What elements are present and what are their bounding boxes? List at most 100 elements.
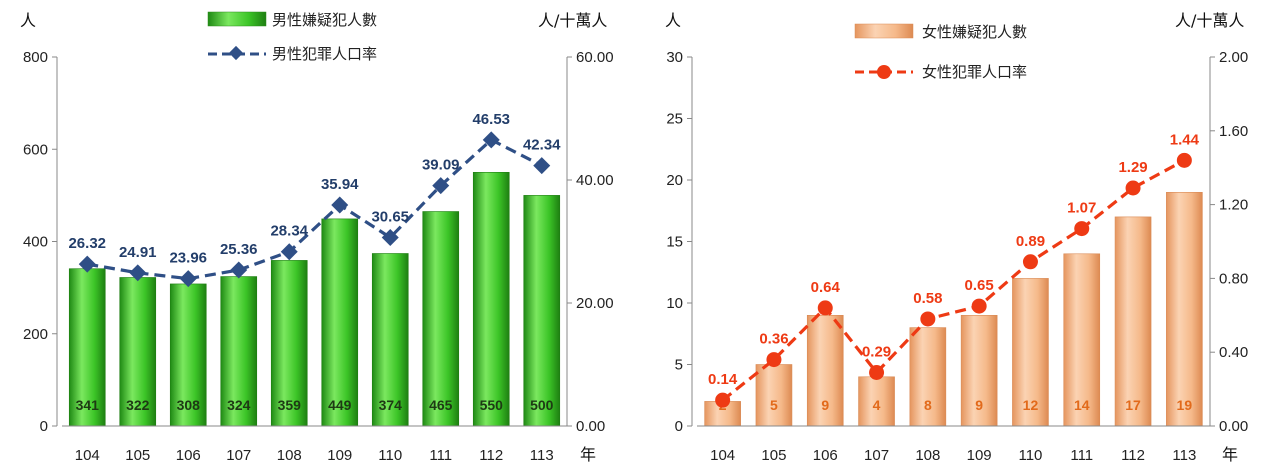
male-rate-label: 28.34 bbox=[270, 223, 308, 240]
female-rate-label: 0.36 bbox=[759, 331, 788, 348]
legend-male-bar-swatch bbox=[207, 11, 267, 27]
male-x-tick-label: 111 bbox=[429, 447, 452, 464]
male-left-tick-label: 200 bbox=[23, 326, 48, 343]
female-rate-point bbox=[1176, 152, 1192, 168]
female-bar-label: 9 bbox=[975, 397, 983, 413]
female-rate-label: 0.65 bbox=[965, 277, 994, 294]
female-bar bbox=[1166, 192, 1203, 427]
female-bar bbox=[858, 376, 895, 427]
female-chart: 人 人/十萬人 年 女性嫌疑犯人數 女性犯罪人口率 0 5 10 15 20 25 30 0… bbox=[665, 11, 1248, 464]
male-x-tick-label: 113 bbox=[530, 447, 554, 464]
female-bar bbox=[960, 314, 998, 427]
male-x-axis-unit: 年 bbox=[580, 445, 596, 464]
male-right-tick-label: 40.00 bbox=[576, 172, 614, 189]
female-x-tick-label: 113 bbox=[1172, 447, 1196, 464]
male-bar-label: 500 bbox=[530, 397, 554, 413]
male-left-tick-label: 0 bbox=[40, 418, 48, 435]
male-rate-point bbox=[482, 131, 500, 149]
male-bar-label: 322 bbox=[126, 397, 150, 413]
male-x-tick-label: 108 bbox=[277, 447, 302, 464]
female-bar bbox=[1012, 278, 1049, 427]
female-right-axis-unit: 人/十萬人 bbox=[1175, 11, 1244, 30]
male-legend: 男性嫌疑犯人數 男性犯罪人口率 bbox=[207, 11, 377, 63]
female-right-tick-label: 2.00 bbox=[1219, 49, 1248, 66]
male-bar bbox=[472, 172, 510, 427]
female-left-tick-label: 30 bbox=[666, 49, 683, 66]
female-bar-label: 9 bbox=[821, 397, 829, 413]
male-rate-point bbox=[129, 264, 147, 282]
male-bar-label: 374 bbox=[379, 397, 403, 413]
female-rate-point bbox=[869, 364, 885, 380]
female-rate-label: 1.44 bbox=[1170, 131, 1200, 148]
male-rate-polyline bbox=[86, 138, 543, 281]
legend-male-bar-label: 男性嫌疑犯人數 bbox=[272, 11, 377, 29]
male-rate-label: 30.65 bbox=[371, 209, 409, 226]
male-left-tick-label: 400 bbox=[23, 234, 48, 251]
female-rate-point bbox=[971, 298, 987, 314]
legend-male-diamond-icon bbox=[228, 45, 244, 61]
male-rate-point bbox=[230, 261, 248, 279]
male-left-tick-label: 800 bbox=[23, 49, 48, 66]
male-rate-label: 39.09 bbox=[422, 157, 460, 174]
female-x-axis: 104 105 106 107 108 109 110 111 112 113 bbox=[697, 425, 1210, 464]
female-bar-label: 12 bbox=[1023, 397, 1039, 413]
female-x-tick-label: 108 bbox=[915, 447, 940, 464]
legend-female-bar-swatch bbox=[854, 23, 914, 39]
male-bar-label: 550 bbox=[480, 397, 504, 413]
legend-female-circle-icon bbox=[877, 65, 891, 79]
female-left-tick-label: 15 bbox=[666, 234, 683, 251]
male-bar bbox=[523, 195, 561, 427]
male-rate-point bbox=[533, 157, 551, 175]
female-rate-label: 0.64 bbox=[811, 279, 841, 296]
male-left-axis-unit: 人 bbox=[20, 11, 36, 30]
male-right-tick-label: 60.00 bbox=[576, 49, 614, 66]
male-x-tick-label: 109 bbox=[327, 447, 352, 464]
female-bar bbox=[1114, 216, 1152, 427]
female-rate-point bbox=[817, 300, 833, 316]
female-left-tick-label: 0 bbox=[675, 418, 683, 435]
male-x-tick-label: 104 bbox=[75, 447, 100, 464]
female-rate-label: 0.89 bbox=[1016, 233, 1045, 250]
male-x-tick-label: 106 bbox=[176, 447, 201, 464]
male-bar-label: 308 bbox=[177, 397, 201, 413]
female-rate-label: 0.58 bbox=[913, 290, 942, 307]
female-rate-point bbox=[715, 392, 731, 408]
legend-male-line-label: 男性犯罪人口率 bbox=[272, 45, 377, 63]
female-left-tick-label: 25 bbox=[666, 111, 683, 128]
male-bars: 341 322 308 324 359 449 374 465 550 500 bbox=[68, 172, 561, 427]
male-bar-label: 449 bbox=[328, 397, 352, 413]
female-rate-line: 0.14 0.36 0.64 0.29 0.58 0.65 0.89 1.07 1.29 1.44 bbox=[708, 131, 1200, 408]
male-right-axis: 0.00 20.00 40.00 60.00 bbox=[566, 49, 614, 435]
female-right-tick-label: 1.20 bbox=[1219, 197, 1248, 214]
female-x-tick-label: 105 bbox=[761, 447, 786, 464]
female-rate-point bbox=[766, 352, 782, 368]
female-rate-label: 0.29 bbox=[862, 343, 891, 360]
female-bar bbox=[755, 364, 793, 427]
female-rate-point bbox=[1074, 221, 1090, 237]
male-rate-label: 24.91 bbox=[119, 244, 157, 261]
male-rate-point bbox=[78, 255, 96, 273]
male-bar bbox=[68, 268, 106, 427]
male-x-tick-label: 105 bbox=[125, 447, 150, 464]
female-x-tick-label: 106 bbox=[813, 447, 838, 464]
female-right-tick-label: 0.80 bbox=[1219, 270, 1248, 287]
male-rate-point bbox=[432, 177, 450, 195]
male-x-axis: 104 105 106 107 108 109 110 111 112 113 bbox=[62, 425, 567, 464]
male-bar bbox=[270, 260, 308, 427]
female-bar-label: 4 bbox=[873, 397, 881, 413]
male-left-tick-label: 600 bbox=[23, 141, 48, 158]
male-bar bbox=[321, 218, 359, 427]
male-rate-label: 26.32 bbox=[68, 235, 106, 252]
male-chart: 人 人/十萬人 年 男性嫌疑犯人數 男性犯罪人口率 0200400600800 … bbox=[20, 11, 614, 464]
male-x-tick-label: 107 bbox=[226, 447, 251, 464]
male-bar-label: 465 bbox=[429, 397, 453, 413]
male-right-axis-unit: 人/十萬人 bbox=[538, 11, 607, 30]
male-rate-point bbox=[331, 196, 349, 214]
female-x-tick-label: 110 bbox=[1018, 447, 1042, 464]
male-rate-line: 26.32 24.91 23.96 25.36 28.34 35.94 30.65 39.09… bbox=[68, 111, 561, 288]
female-x-tick-label: 107 bbox=[864, 447, 889, 464]
male-bar-label: 341 bbox=[76, 397, 100, 413]
male-x-tick-label: 110 bbox=[378, 447, 402, 464]
male-rate-label: 35.94 bbox=[321, 176, 359, 193]
